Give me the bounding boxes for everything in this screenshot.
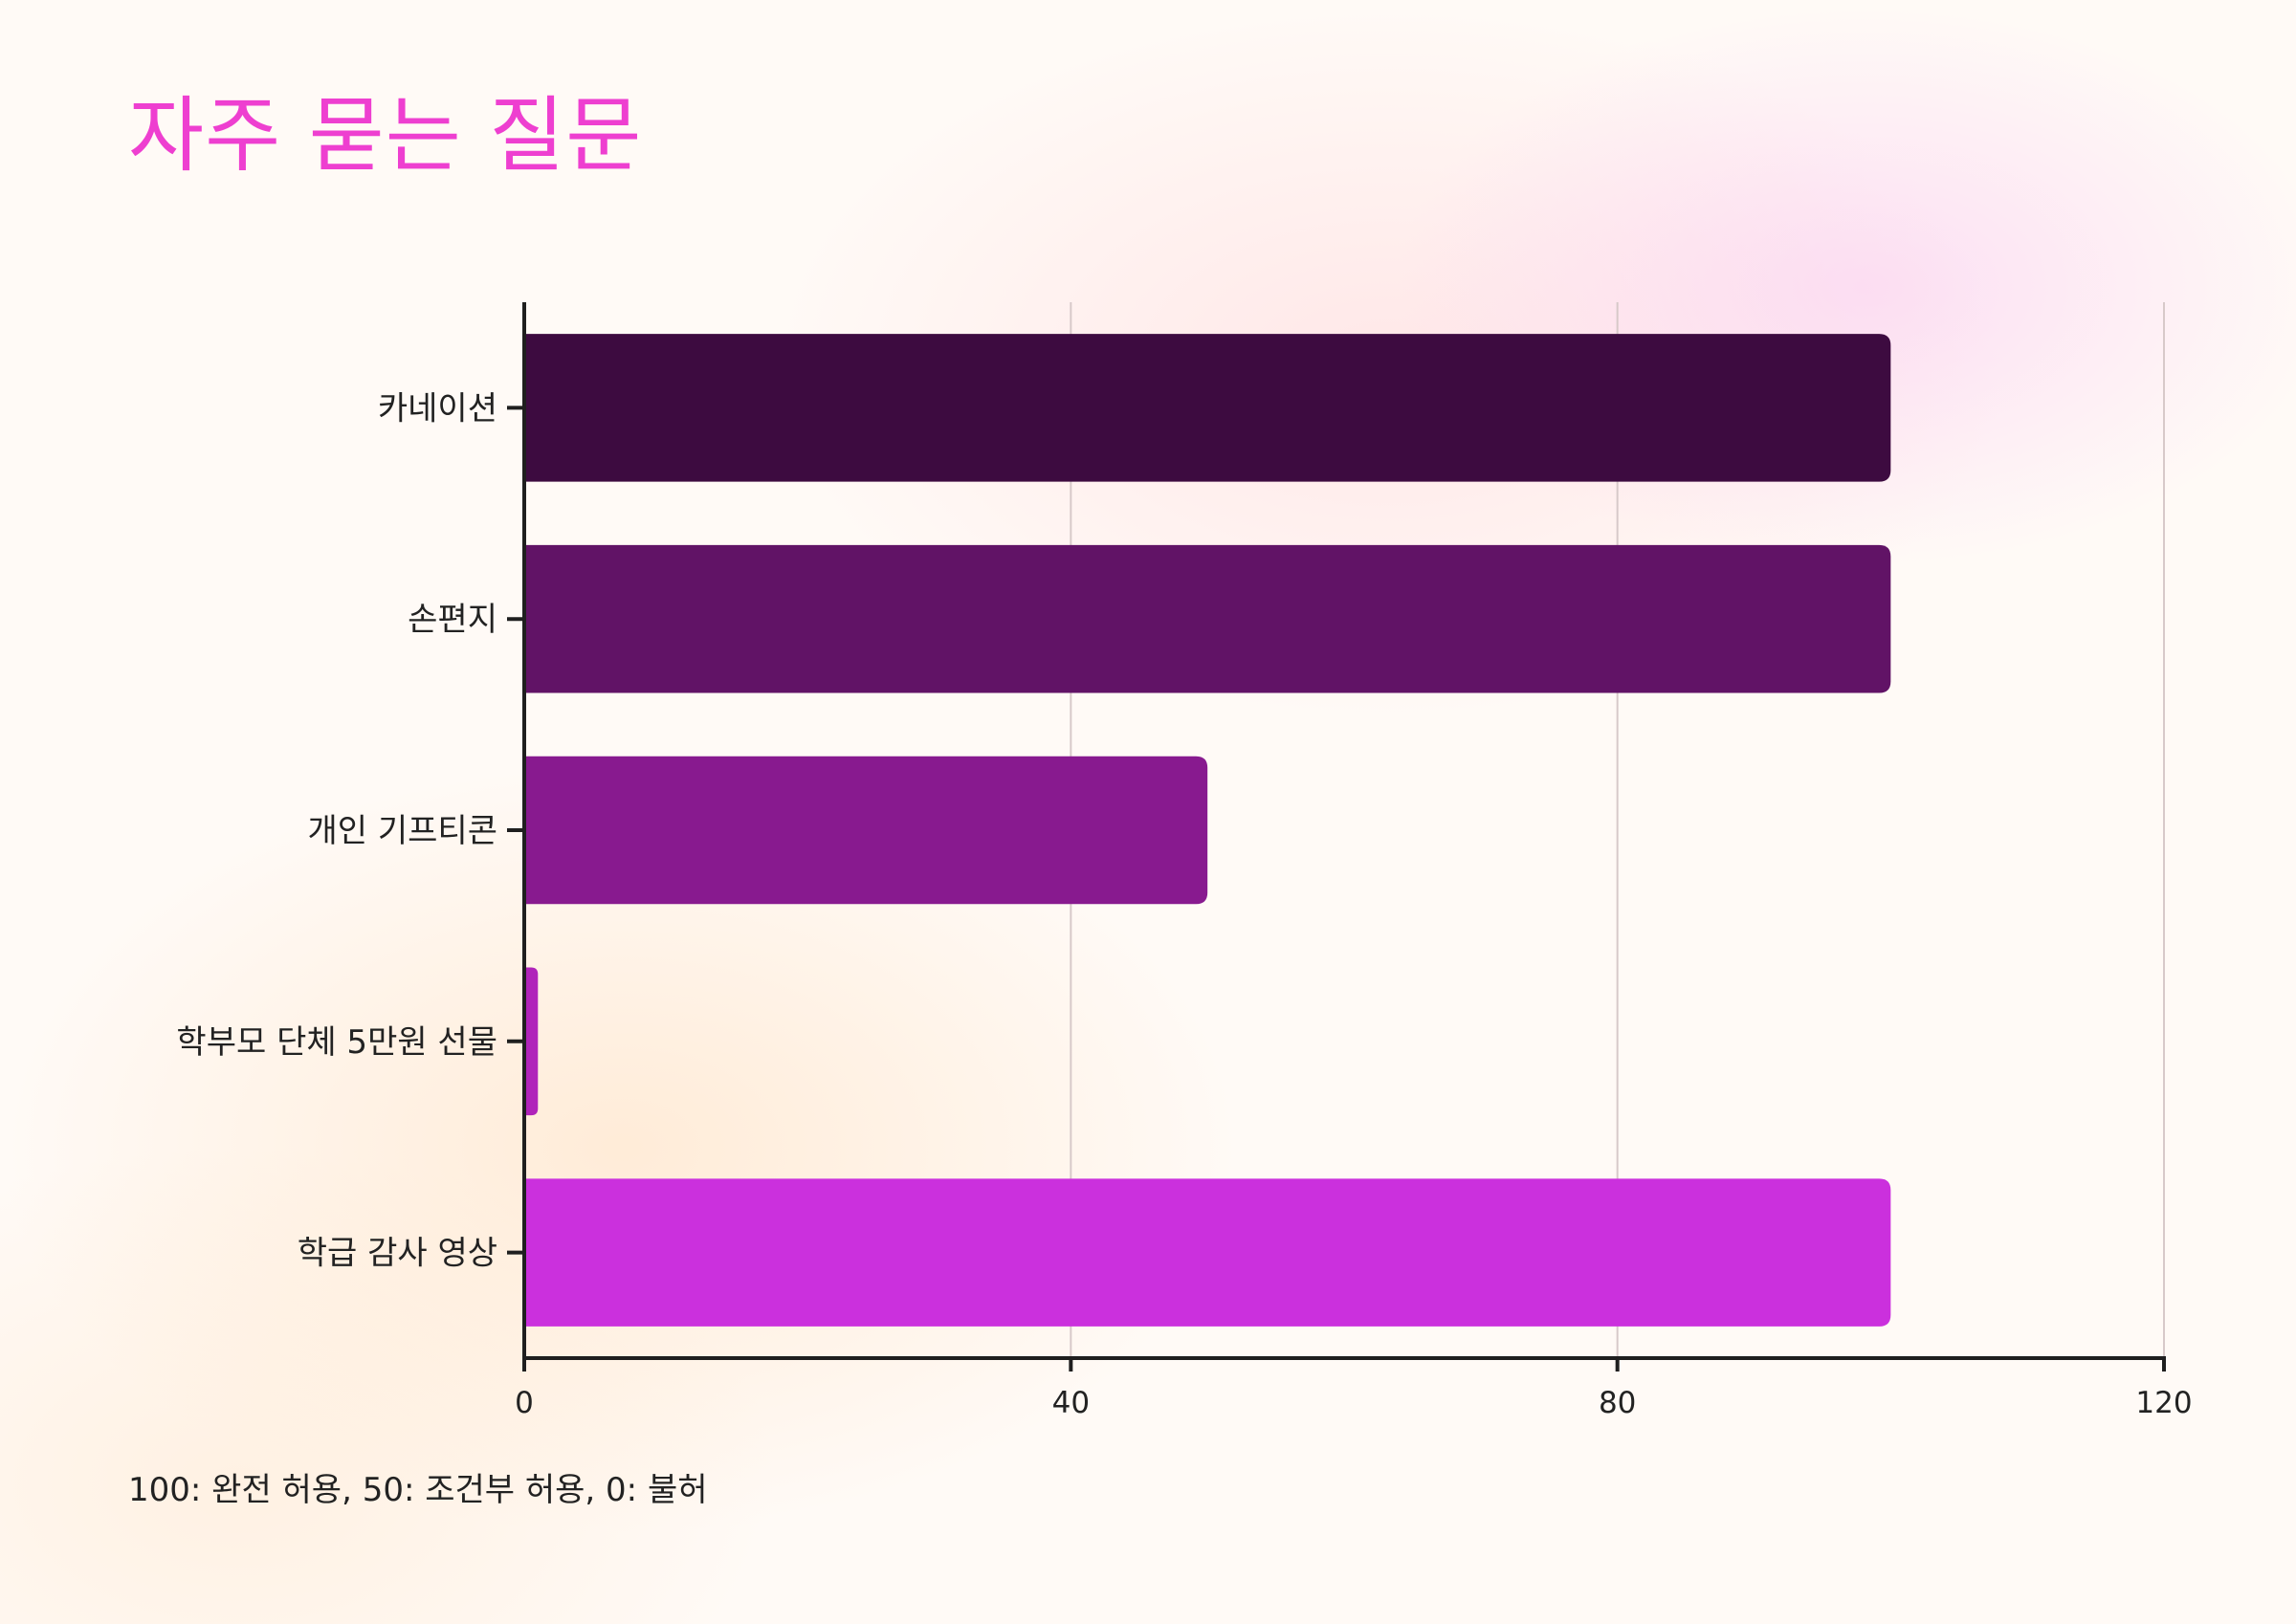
x-tick-label: 80 bbox=[1599, 1386, 1636, 1420]
page-title: 자주 묻는 질문 bbox=[128, 88, 643, 184]
category-label: 카네이션 bbox=[378, 389, 497, 428]
category-label: 개인 기프티콘 bbox=[308, 812, 498, 850]
x-tick-label: 40 bbox=[1052, 1386, 1090, 1420]
chart-bars bbox=[524, 334, 1891, 1327]
category-label: 학부모 단체 5만원 선물 bbox=[176, 1023, 497, 1062]
bar bbox=[524, 756, 1208, 905]
chart-axes bbox=[507, 302, 2166, 1372]
bar bbox=[524, 1178, 1891, 1327]
x-tick-label: 120 bbox=[2135, 1386, 2192, 1420]
bar bbox=[524, 544, 1891, 693]
chart-footnote: 100: 완전 허용, 50: 조건부 허용, 0: 불허 bbox=[128, 1471, 708, 1509]
category-label: 손편지 bbox=[408, 601, 497, 639]
bar bbox=[524, 334, 1891, 482]
bar bbox=[524, 967, 539, 1116]
x-tick-label: 0 bbox=[515, 1386, 534, 1420]
category-label: 학급 감사 영상 bbox=[298, 1235, 497, 1273]
